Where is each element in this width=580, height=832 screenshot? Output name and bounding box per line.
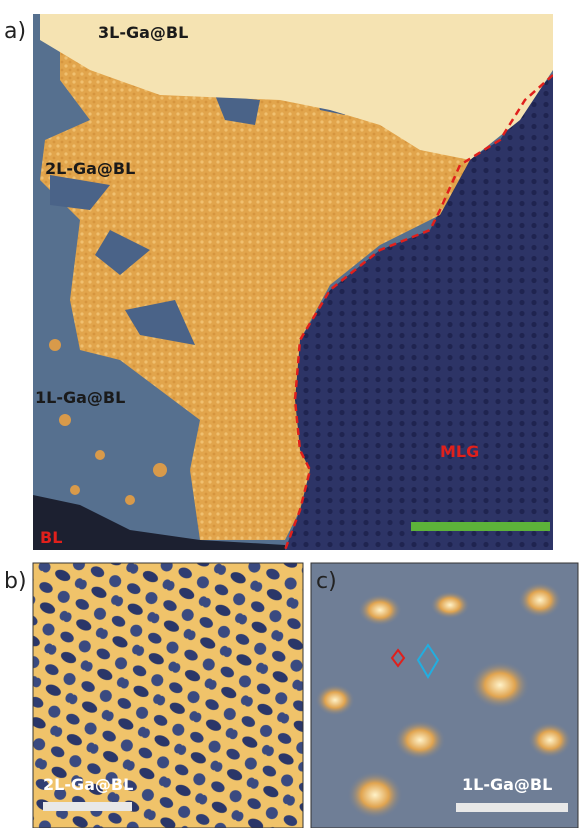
panel-label: a) xyxy=(4,19,26,44)
panel-a-image xyxy=(33,14,553,550)
annotation: 1L-Ga@BL xyxy=(462,775,552,794)
annotation: BL xyxy=(40,528,62,547)
figure: a) 3L-Ga@BL 2L-Ga@BL 1L-Ga@BL BL MLG b) … xyxy=(0,0,580,828)
panel-label: c) xyxy=(316,569,337,594)
annotation: MLG xyxy=(440,442,479,461)
annotation: 3L-Ga@BL xyxy=(98,23,188,42)
annotation: 2L-Ga@BL xyxy=(43,775,133,794)
annotation: 1L-Ga@BL xyxy=(35,388,125,407)
annotation: 2L-Ga@BL xyxy=(45,159,135,178)
panel-label: b) xyxy=(4,569,27,594)
